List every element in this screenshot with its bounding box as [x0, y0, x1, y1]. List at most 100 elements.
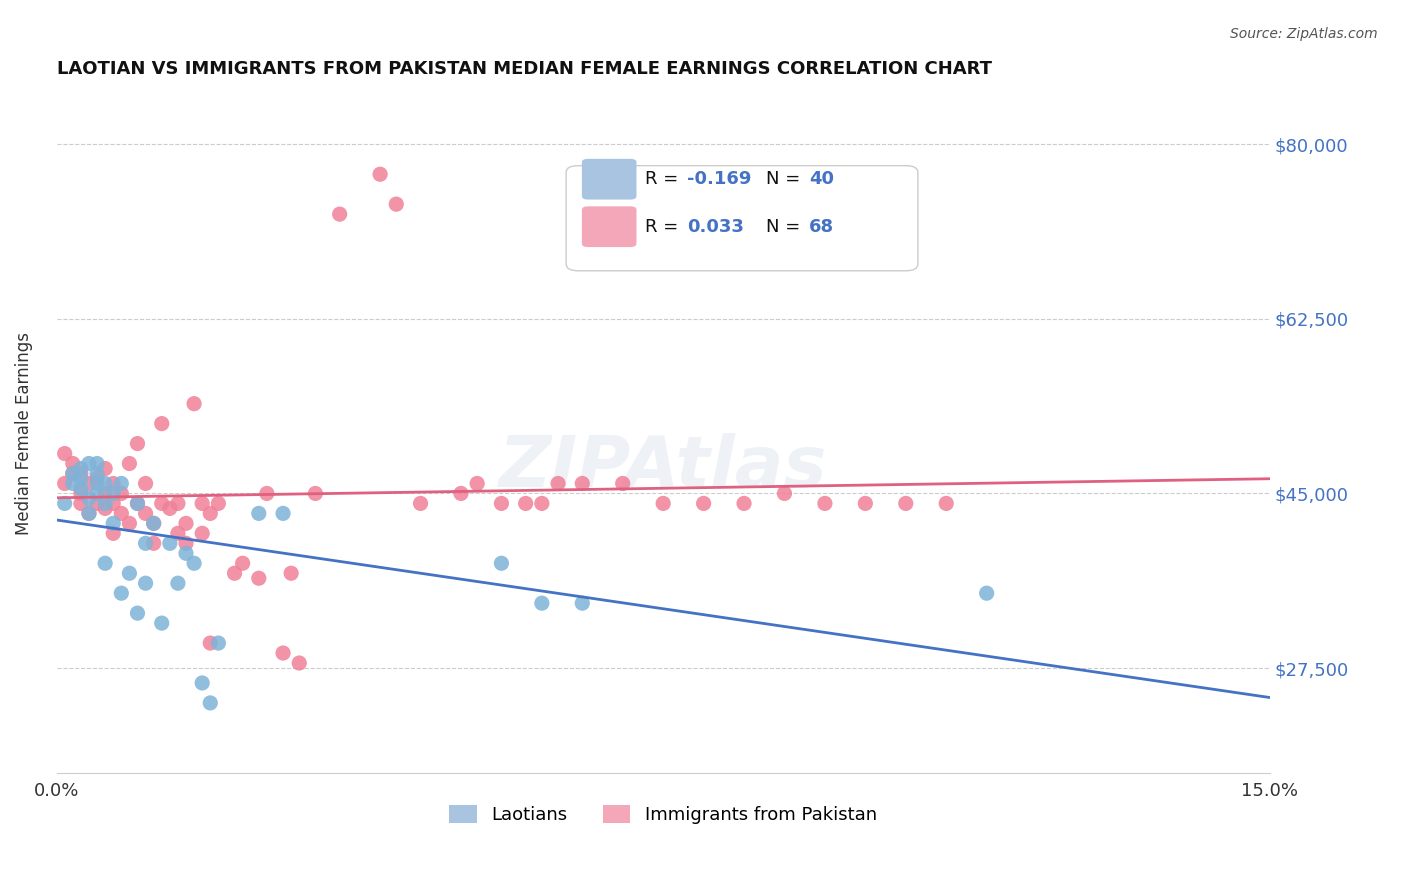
- Text: R =: R =: [645, 218, 683, 235]
- Text: 68: 68: [808, 218, 834, 235]
- Text: N =: N =: [766, 170, 806, 188]
- Point: [894, 496, 917, 510]
- Point: [530, 496, 553, 510]
- Point: [94, 476, 117, 491]
- Point: [70, 467, 93, 481]
- Point: [70, 471, 93, 485]
- Point: [150, 496, 173, 510]
- Point: [135, 476, 157, 491]
- Point: [103, 476, 125, 491]
- Point: [135, 536, 157, 550]
- Point: [247, 571, 270, 585]
- Point: [247, 507, 270, 521]
- Point: [652, 496, 675, 510]
- Point: [103, 526, 125, 541]
- Point: [271, 507, 294, 521]
- Point: [167, 576, 190, 591]
- Point: [127, 606, 149, 620]
- Point: [409, 496, 432, 510]
- Point: [77, 491, 100, 506]
- Point: [62, 476, 84, 491]
- Point: [53, 446, 76, 460]
- Text: Source: ZipAtlas.com: Source: ZipAtlas.com: [1230, 27, 1378, 41]
- Point: [465, 476, 488, 491]
- Point: [207, 496, 229, 510]
- Point: [70, 461, 93, 475]
- Point: [86, 496, 108, 510]
- Point: [77, 507, 100, 521]
- Point: [53, 476, 76, 491]
- Point: [86, 457, 108, 471]
- Point: [547, 476, 569, 491]
- Text: N =: N =: [766, 218, 806, 235]
- Point: [135, 507, 157, 521]
- Point: [127, 496, 149, 510]
- FancyBboxPatch shape: [567, 166, 918, 271]
- Point: [70, 486, 93, 500]
- Text: R =: R =: [645, 170, 683, 188]
- Point: [976, 586, 998, 600]
- Point: [150, 417, 173, 431]
- Point: [70, 482, 93, 496]
- Point: [94, 461, 117, 475]
- Point: [142, 536, 165, 550]
- Point: [110, 586, 132, 600]
- Text: 40: 40: [808, 170, 834, 188]
- Point: [224, 566, 246, 581]
- Point: [571, 596, 593, 610]
- Text: 0.033: 0.033: [688, 218, 744, 235]
- Point: [62, 457, 84, 471]
- Point: [103, 516, 125, 531]
- Point: [127, 436, 149, 450]
- Point: [94, 556, 117, 570]
- Point: [174, 546, 197, 560]
- Point: [232, 556, 254, 570]
- Point: [110, 476, 132, 491]
- Point: [77, 476, 100, 491]
- Point: [814, 496, 837, 510]
- Point: [77, 507, 100, 521]
- Point: [77, 457, 100, 471]
- Point: [118, 457, 141, 471]
- Point: [53, 496, 76, 510]
- Point: [86, 476, 108, 491]
- Point: [159, 501, 181, 516]
- Point: [515, 496, 537, 510]
- Point: [110, 486, 132, 500]
- Point: [86, 471, 108, 485]
- Point: [86, 467, 108, 481]
- Point: [853, 496, 876, 510]
- Point: [167, 526, 190, 541]
- Point: [368, 167, 391, 181]
- Point: [304, 486, 326, 500]
- Point: [773, 486, 796, 500]
- Point: [174, 516, 197, 531]
- Point: [530, 596, 553, 610]
- Point: [200, 507, 222, 521]
- Point: [288, 656, 311, 670]
- Y-axis label: Median Female Earnings: Median Female Earnings: [15, 332, 32, 535]
- FancyBboxPatch shape: [582, 159, 637, 200]
- Point: [491, 496, 513, 510]
- Point: [450, 486, 472, 500]
- Point: [329, 207, 352, 221]
- Point: [174, 536, 197, 550]
- Text: ZIPAtlas: ZIPAtlas: [499, 433, 827, 502]
- Point: [692, 496, 714, 510]
- Point: [135, 576, 157, 591]
- Point: [571, 476, 593, 491]
- FancyBboxPatch shape: [582, 206, 637, 247]
- Point: [491, 556, 513, 570]
- Point: [86, 486, 108, 500]
- Point: [191, 496, 214, 510]
- Point: [62, 467, 84, 481]
- Point: [127, 496, 149, 510]
- Point: [191, 676, 214, 690]
- Point: [62, 467, 84, 481]
- Point: [142, 516, 165, 531]
- Point: [70, 496, 93, 510]
- Point: [183, 556, 205, 570]
- Point: [159, 536, 181, 550]
- Point: [103, 486, 125, 500]
- Point: [94, 496, 117, 510]
